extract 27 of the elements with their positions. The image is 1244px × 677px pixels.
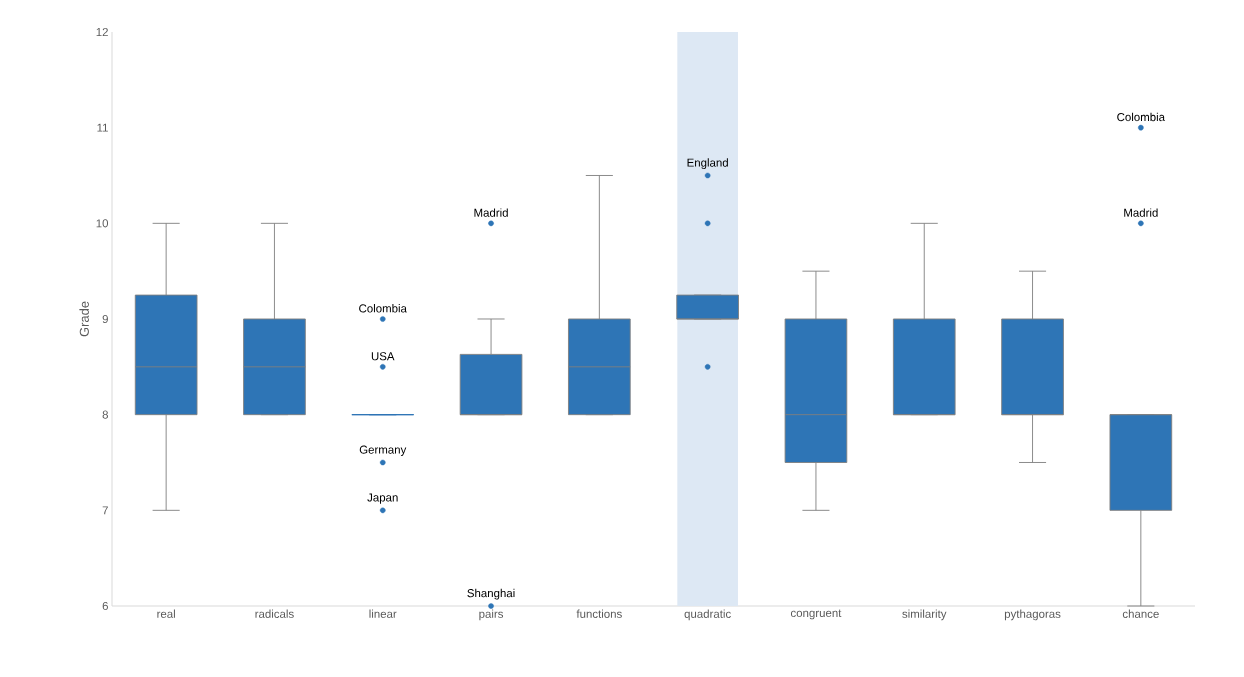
x-tick-label: congruent [790,609,842,620]
annotation: Colombia [359,304,407,313]
y-tick-label: 6 [102,601,108,611]
y-axis-title: Grade [79,301,89,337]
annotation: Japan [367,493,398,504]
y-tick-label: 12 [96,27,108,36]
x-tick-label: pythagoras [1004,609,1061,621]
y-tick-label: 8 [102,410,108,419]
annotation: Shanghai [467,588,515,600]
annotation: England [687,158,728,169]
annotation: Madrid [474,208,508,217]
x-tick-label: quadratic [684,609,731,621]
annotation: Colombia [1117,112,1166,122]
annotation: Germany [359,445,407,456]
y-tick-label: 10 [96,219,109,228]
x-tick-label: similarity [902,609,947,621]
x-tick-label: pairs [479,609,504,621]
x-tick-label: functions [576,609,622,618]
x-tick-label: radicals [255,609,294,618]
annotation: Madrid [1124,208,1158,217]
x-tick-label: linear [369,609,397,618]
y-tick-label: 9 [102,314,108,324]
y-tick-label: 7 [102,506,108,515]
y-tick-label: 11 [97,123,108,132]
x-tick-label: real [157,609,175,618]
annotation: USA [371,352,395,361]
x-tick-label: chance [1122,609,1159,618]
